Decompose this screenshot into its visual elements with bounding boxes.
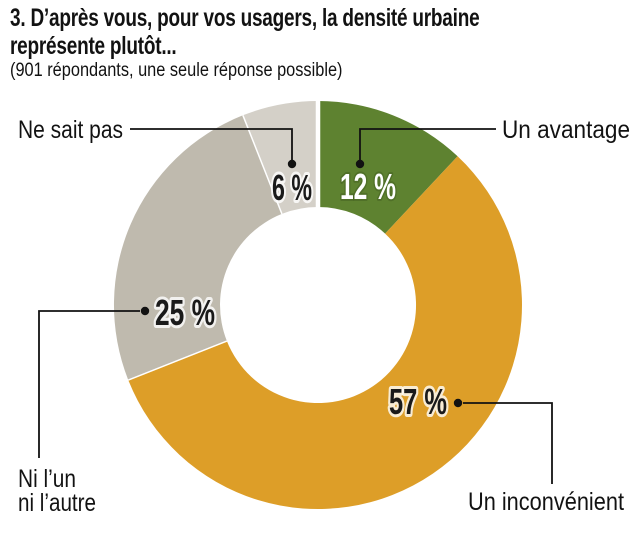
donut-slice-0 xyxy=(318,101,458,234)
callout-ni-lun-ni-lautre: Ni l’un ni l’autre xyxy=(18,306,150,517)
callout-un-inconvenient: Un inconvénient xyxy=(453,398,624,516)
callout-un-avantage: Un avantage xyxy=(355,116,630,169)
callout-line-ni-lun-ni-lautre xyxy=(38,310,140,458)
callout-line-un-avantage xyxy=(359,128,496,160)
donut-slice-1 xyxy=(128,156,522,510)
callout-dot-un-inconvenient xyxy=(453,398,463,408)
callout-dot-ni-lun-ni-lautre xyxy=(140,306,150,316)
callout-line-ne-sait-pas xyxy=(130,128,293,160)
value-label-un-inconvenient: 57 % xyxy=(389,381,447,422)
callout-label-un-avantage: Un avantage xyxy=(502,116,630,144)
callout-label-ni-lautre: ni l’autre xyxy=(18,489,96,517)
callout-label-ni-lun: Ni l’un xyxy=(18,465,76,493)
slice-divider-0 xyxy=(128,340,228,381)
donut-slice-2 xyxy=(113,115,282,381)
callout-dot-ne-sait-pas xyxy=(287,159,297,169)
callout-label-ne-sait-pas: Ne sait pas xyxy=(18,116,123,144)
chart-title-line1: 3. D’après vous, pour vos usagers, la de… xyxy=(10,4,480,32)
callout-line-un-inconvenient xyxy=(463,402,553,484)
value-label-un-avantage: 12 % xyxy=(340,166,396,207)
callout-ne-sait-pas: Ne sait pas xyxy=(18,116,297,169)
value-label-ni-lun-ni-lautre: 25 % xyxy=(155,292,215,333)
callout-dot-un-avantage xyxy=(355,159,365,169)
chart-subtitle: (901 répondants, une seule réponse possi… xyxy=(10,60,343,81)
value-label-ne-sait-pas: 6 % xyxy=(272,167,312,208)
chart-title: 3. D’après vous, pour vos usagers, la de… xyxy=(10,4,480,60)
slice-divider-1 xyxy=(242,115,283,215)
donut-slices xyxy=(113,100,522,510)
callout-label-un-inconvenient: Un inconvénient xyxy=(468,488,624,516)
chart-title-line2: représente plutôt... xyxy=(10,32,177,60)
slice-dividers xyxy=(128,99,321,381)
